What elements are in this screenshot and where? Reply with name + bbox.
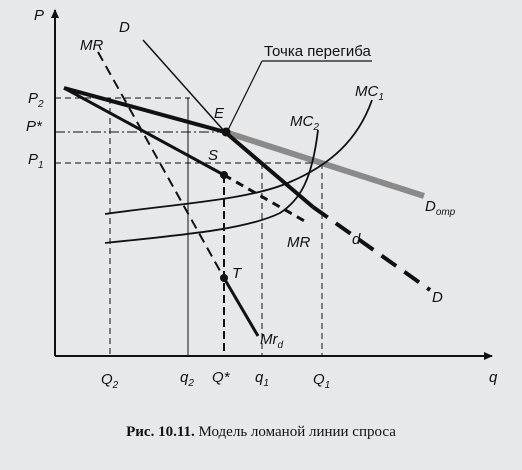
mrd-line: [222, 277, 260, 337]
demand-D-thin: [142, 39, 226, 133]
label-p1: P1: [28, 151, 44, 171]
label-MR-top: MR: [80, 37, 103, 54]
label-E: E: [214, 105, 225, 122]
label-MR-mid: MR: [287, 234, 310, 251]
label-S: S: [208, 147, 218, 164]
y-axis-label: P: [34, 7, 44, 24]
mr-dashed-line: [97, 51, 225, 279]
label-MC1: MC1: [355, 83, 384, 103]
label-MC2: MC2: [290, 113, 319, 133]
label-Q1: Q1: [313, 371, 330, 391]
label-kink: Точка перегиба: [264, 43, 371, 60]
label-pstar: P*: [26, 118, 43, 135]
label-D-otr: Dотр: [425, 198, 456, 218]
point-S: [220, 171, 228, 179]
label-d: d: [352, 231, 361, 248]
label-Q2: Q2: [101, 371, 119, 391]
kink-leader: [227, 60, 263, 131]
mr2-solid: [63, 86, 225, 177]
label-p2: P2: [28, 90, 44, 110]
point-E: [221, 127, 231, 137]
mc2-curve: [104, 129, 319, 244]
label-D-bottom: D: [432, 289, 443, 306]
label-D-top: D: [119, 19, 130, 36]
label-q2: q2: [180, 369, 194, 389]
demand-D-dashed: [311, 205, 432, 292]
label-qstar: Q*: [212, 369, 231, 386]
point-T: [220, 274, 228, 282]
mr2-dashed: [223, 173, 309, 225]
demand-upper-segment: [63, 86, 226, 134]
caption-number: Рис. 10.11.: [126, 424, 195, 440]
x-axis-label: q: [489, 369, 498, 386]
caption-text: Модель ломаной линии спроса: [194, 424, 396, 440]
mc1-curve: [104, 99, 373, 215]
label-q1: q1: [255, 369, 269, 389]
label-Mrd: Mrd: [260, 331, 284, 351]
label-T: T: [232, 265, 243, 282]
figure-caption: Рис. 10.11. Модель ломаной линии спроса: [0, 424, 522, 441]
